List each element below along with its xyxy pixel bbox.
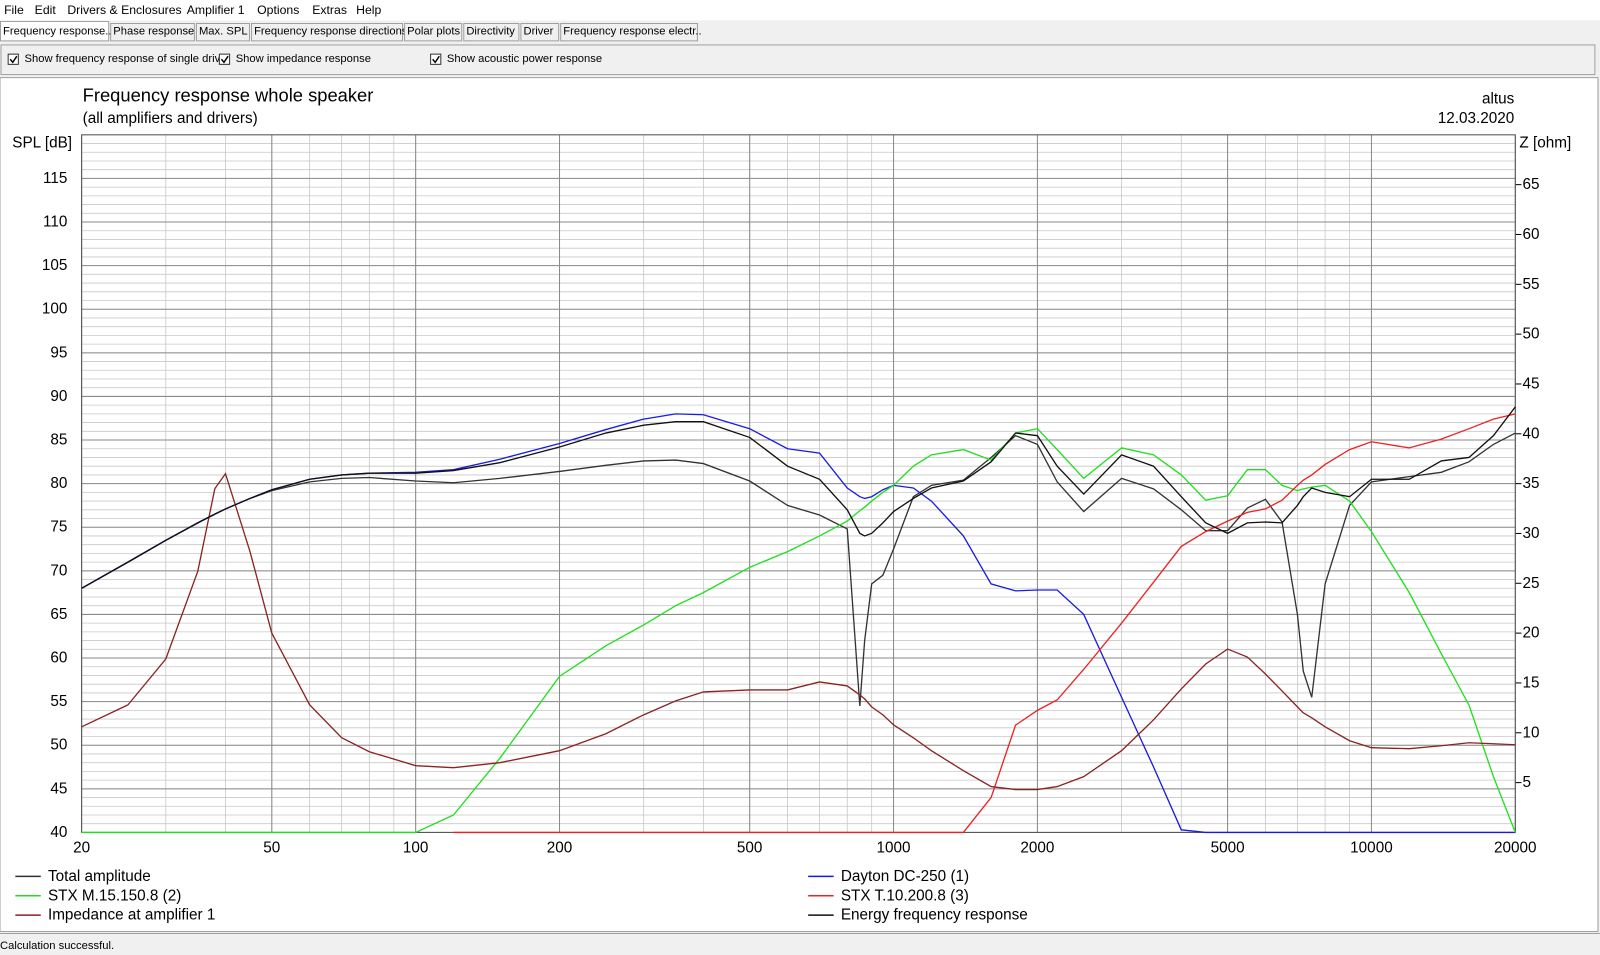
tab-label[interactable]: Max. SPL	[199, 26, 248, 38]
checkbox-label[interactable]: Show frequency response of single drive	[24, 53, 226, 65]
y-tick-label: 70	[50, 562, 67, 579]
tab[interactable]	[251, 22, 404, 42]
y2-tick-label: 5	[1522, 774, 1531, 791]
y-tick-label: 115	[43, 170, 67, 187]
checkmark	[432, 55, 440, 64]
annotation: 12.03.2020	[1438, 110, 1515, 127]
menu-item[interactable]: Drivers & Enclosures	[67, 3, 181, 17]
x-tick-label: 1000	[877, 839, 911, 856]
y-tick-label: 105	[42, 257, 68, 274]
menu-bar	[0, 0, 1600, 21]
chart-title: Frequency response whole speaker	[83, 84, 374, 105]
tab[interactable]	[404, 22, 463, 42]
y2-tick-label: 40	[1522, 425, 1539, 442]
chart-area	[0, 77, 1599, 933]
tab-label[interactable]: Frequency response directions	[254, 26, 408, 38]
checkmark	[220, 55, 229, 64]
checkmark	[9, 55, 18, 64]
x-tick-label: 10000	[1350, 839, 1393, 856]
y-tick-label: 55	[50, 693, 67, 710]
y-tick-label: 50	[50, 737, 67, 754]
y-tick-label: 100	[42, 301, 68, 318]
x-tick-label: 5000	[1211, 839, 1245, 856]
tab-label[interactable]: Driver	[523, 26, 553, 38]
annotation: altus	[1482, 91, 1515, 108]
tab[interactable]	[195, 22, 250, 42]
y-tick-label: 95	[50, 344, 67, 361]
y2-tick-label: 45	[1522, 375, 1539, 392]
option-panel	[0, 44, 1596, 76]
legend-label: Energy frequency response	[841, 907, 1028, 924]
y2-tick-label: 30	[1522, 525, 1539, 542]
y-tick-label: 60	[50, 650, 67, 667]
y-tick-label: 40	[50, 824, 67, 841]
series-line	[81, 406, 1516, 589]
y2-tick-label: 60	[1522, 226, 1539, 243]
x-tick-label: 200	[547, 839, 573, 856]
y-tick-label: 80	[50, 475, 67, 492]
checkbox-label[interactable]: Show impedance response	[236, 53, 371, 65]
menu-item[interactable]: File	[4, 3, 24, 17]
tab[interactable]	[110, 22, 195, 42]
y2-axis-label: Z [ohm]	[1519, 134, 1571, 151]
checkbox[interactable]	[7, 53, 19, 65]
series-line	[81, 432, 1516, 707]
x-tick-label: 50	[263, 839, 280, 856]
tab[interactable]	[560, 22, 698, 42]
tab-label[interactable]: Frequency response..	[3, 26, 111, 38]
x-tick-label: 20	[73, 839, 90, 856]
checkbox-label[interactable]: Show acoustic power response	[447, 53, 602, 65]
legend-label: STX T.10.200.8 (3)	[841, 887, 969, 904]
status-text: Calculation successful.	[0, 940, 114, 952]
y-tick-label: 45	[50, 780, 67, 797]
checkbox[interactable]	[430, 53, 442, 65]
y2-tick-label: 10	[1522, 724, 1539, 741]
tab-label[interactable]: Frequency response electr..	[563, 26, 701, 38]
series-line	[81, 427, 1516, 834]
y-axis-label: SPL [dB]	[12, 134, 72, 151]
menu-item[interactable]: Options	[257, 3, 299, 17]
menu-item[interactable]: Extras	[312, 3, 347, 17]
y-tick-label: 85	[50, 432, 67, 449]
tab-label[interactable]: Phase response	[113, 26, 194, 38]
y2-tick-label: 55	[1522, 276, 1539, 293]
series-line	[81, 472, 1516, 791]
tab[interactable]	[463, 22, 520, 42]
x-tick-label: 20000	[1494, 839, 1537, 856]
legend-label: Dayton DC-250 (1)	[841, 868, 969, 885]
menu-item[interactable]: Amplifier 1	[187, 3, 245, 17]
legend-label: STX M.15.150.8 (2)	[48, 887, 181, 904]
y-tick-label: 110	[43, 214, 67, 231]
y-tick-label: 65	[50, 606, 67, 623]
y-tick-label: 90	[50, 388, 67, 405]
x-tick-label: 500	[737, 839, 763, 856]
legend-label: Total amplitude	[48, 868, 151, 885]
series-line	[453, 413, 1516, 834]
tab-label[interactable]: Directivity	[466, 26, 515, 38]
chart-subtitle: (all amplifiers and drivers)	[83, 110, 258, 127]
tab[interactable]	[520, 22, 560, 42]
menu-item[interactable]: Edit	[35, 3, 57, 17]
y2-tick-label: 35	[1522, 475, 1539, 492]
legend-label: Impedance at amplifier 1	[48, 907, 215, 924]
y2-tick-label: 25	[1522, 575, 1539, 592]
tab-label[interactable]: Polar plots	[407, 26, 460, 38]
y-tick-label: 75	[50, 519, 67, 536]
menu-item[interactable]: Help	[356, 3, 381, 17]
y2-tick-label: 20	[1522, 625, 1539, 642]
y2-tick-label: 15	[1522, 674, 1539, 691]
x-tick-label: 100	[403, 839, 429, 856]
y2-tick-label: 50	[1522, 326, 1539, 343]
x-tick-label: 2000	[1020, 839, 1054, 856]
y2-tick-label: 65	[1522, 176, 1539, 193]
tab-active[interactable]	[0, 20, 110, 42]
checkbox[interactable]	[218, 53, 231, 65]
